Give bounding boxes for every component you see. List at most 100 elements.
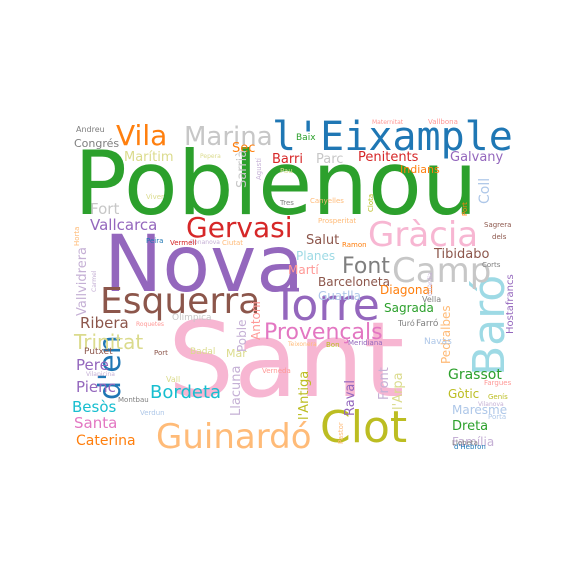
- word-sec: Sec: [232, 141, 256, 156]
- word-viver: Viver: [146, 193, 164, 201]
- word-genis: Genís: [488, 393, 508, 401]
- word-corts: Corts: [482, 261, 501, 269]
- word-prosperitat: Prosperitat: [318, 217, 357, 225]
- word-vermell: Vermell: [170, 239, 197, 247]
- word-clot: Clot: [320, 402, 408, 453]
- word-maresme: Maresme: [452, 403, 508, 417]
- word-familia: Família: [452, 435, 495, 449]
- word-llobeta: Llobeta: [452, 439, 478, 447]
- word-vallvidrera: Vallvidrera: [75, 247, 90, 316]
- word-lantiga: l'Antiga: [297, 370, 312, 420]
- word-indians: Indians: [400, 163, 440, 176]
- word-nova: Nova: [104, 220, 305, 310]
- word-putxet: Putxet: [84, 347, 113, 357]
- word-llacuna: Llacuna: [229, 365, 244, 416]
- word-vila: Vila: [116, 119, 168, 152]
- word-barri: Barri: [272, 152, 303, 167]
- word-salut: Salut: [306, 233, 340, 248]
- word-caterina: Caterina: [76, 433, 136, 449]
- word-turo: Turó: [398, 319, 415, 328]
- word-andreu: Andreu: [76, 125, 105, 134]
- word-sarria: Sarrià: [235, 149, 250, 188]
- word-vilanova: Vilanova: [478, 401, 504, 408]
- word-montbau: Montbau: [118, 396, 149, 404]
- word-dreta: Dreta: [452, 419, 489, 434]
- word-gervasi: Gervasi: [186, 211, 293, 244]
- word-vernede: Verneda: [262, 367, 291, 375]
- word-pepera: Pepera: [200, 153, 221, 160]
- word-clota: Clota: [367, 193, 375, 212]
- word-tres: Tres: [280, 199, 294, 207]
- word-pere: Pere: [76, 356, 109, 374]
- word-farro: Farró: [416, 319, 439, 329]
- word-hebron: d'Hebron: [454, 443, 486, 451]
- word-bon: Bon: [326, 341, 340, 349]
- word-bonanova: Bonanova: [190, 239, 220, 246]
- word-torre: Torre: [272, 280, 380, 331]
- word-ribera: Ribera: [80, 314, 129, 332]
- word-grassot: Grassot: [448, 367, 502, 383]
- word-vella: Vella: [422, 295, 442, 304]
- word-planes: Planes: [296, 249, 336, 263]
- word-vall: Vall: [166, 375, 181, 384]
- word-camp: Camp: [392, 251, 492, 291]
- word-larpa: l'Arpa: [391, 372, 406, 410]
- word-parc: Parc: [316, 152, 344, 167]
- word-verdun: Verdun: [140, 409, 165, 417]
- word-navas: Navas: [424, 337, 452, 347]
- word-font: Font: [342, 254, 390, 279]
- word-tibidabo: Tibidabo: [434, 247, 490, 262]
- word-pastor: Pastor: [337, 422, 345, 444]
- word-congres: Congrés: [74, 137, 120, 150]
- word-gotic: Gòtic: [448, 387, 480, 401]
- word-bordeta: Bordeta: [150, 382, 222, 403]
- word-maternitat: Maternitat: [372, 119, 404, 126]
- word-port-2: Port: [461, 202, 469, 216]
- word-raval: Raval: [343, 380, 358, 416]
- word-badal: Badal: [190, 347, 216, 357]
- word-sant: Sant: [168, 299, 405, 421]
- word-pienc: Pienc: [76, 378, 116, 396]
- word-ramon: Ramon: [342, 241, 367, 249]
- word-barceloneta: Barceloneta: [318, 275, 390, 289]
- word-farques: Fargues: [484, 379, 512, 387]
- word-hostafrancs: Hostafrancs: [505, 274, 516, 334]
- word-teixonera: Teixonera: [288, 341, 317, 348]
- word-meridiana: Meridiana: [348, 339, 383, 347]
- word-pedralbes: Pedralbes: [439, 305, 453, 364]
- word-port: Port: [154, 349, 168, 357]
- word-olimpica: Olímpica: [172, 313, 212, 323]
- word-peira: Peira: [146, 237, 164, 245]
- word-carmel: Carmel: [91, 270, 98, 292]
- word-ciutat: Ciutat: [222, 239, 244, 247]
- word-coll: Coll: [477, 177, 493, 204]
- word-santa: Santa: [74, 414, 118, 432]
- word-vilapicina: Vilapicina: [86, 371, 115, 378]
- word-agusti: Agustí: [255, 157, 263, 180]
- word-eixample: l'Eixample: [272, 114, 513, 160]
- word-maritim: Marítim: [124, 150, 174, 165]
- word-pau: Pau: [280, 167, 293, 175]
- word-porta: Porta: [488, 413, 507, 421]
- word-front: Front: [377, 367, 392, 400]
- word-trinitat: Trinitat: [74, 330, 144, 354]
- word-poblenou: Poblenou: [74, 132, 478, 235]
- word-guatlla: Guatlla: [318, 289, 361, 303]
- word-galvany: Galvany: [450, 150, 504, 165]
- word-gracia: Gràcia: [368, 215, 479, 255]
- word-marina: Marina: [184, 122, 273, 152]
- word-besos: Besòs: [72, 398, 117, 416]
- word-diagonal: Diagonal: [380, 283, 434, 297]
- word-roquetes: Roquetes: [136, 321, 165, 328]
- word-canyelles: Canyelles: [310, 197, 344, 205]
- word-marti: Martí: [288, 263, 319, 277]
- word-mar: Mar: [226, 347, 247, 360]
- word-horta: Horta: [73, 226, 81, 246]
- word-vallbona: Vallbona: [428, 118, 458, 126]
- word-dels: dels: [492, 233, 507, 241]
- word-vallcarca: Vallcarca: [90, 216, 158, 234]
- word-antoni: Antoni: [249, 301, 263, 340]
- word-sagrada: Sagrada: [384, 301, 434, 315]
- word-penitents: Penitents: [358, 150, 419, 165]
